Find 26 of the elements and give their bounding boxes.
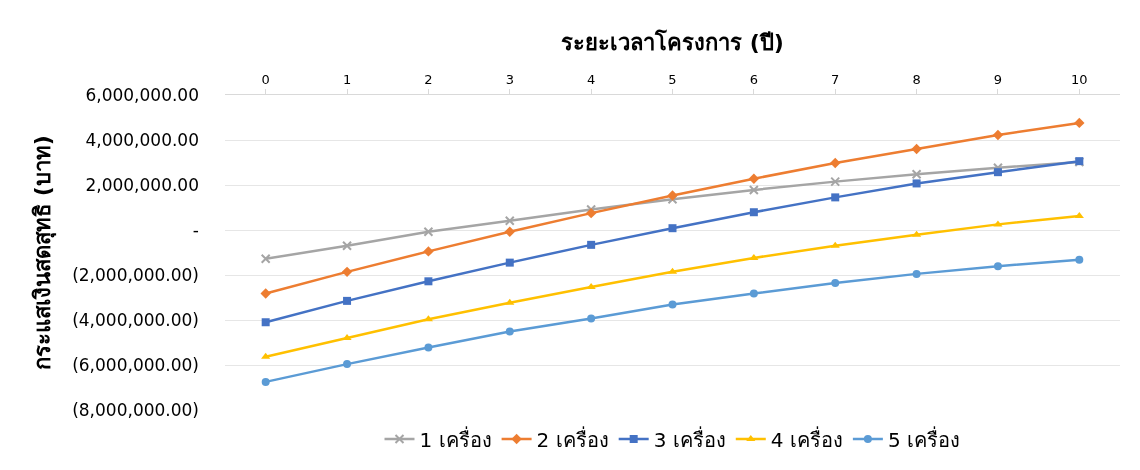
x-tick-label: 8 bbox=[912, 71, 921, 87]
legend-label: 4 เครื่อง bbox=[770, 425, 843, 452]
x-axis-title: ระยะเวลาโครงการ (ปี) bbox=[561, 28, 784, 55]
y-tick-label: (2,000,000.00) bbox=[72, 264, 199, 285]
y-tick-label: 6,000,000.00 bbox=[85, 84, 199, 105]
x-tick-label: 3 bbox=[505, 71, 514, 87]
x-tick-label: 10 bbox=[1071, 71, 1088, 87]
x-tick-label: 4 bbox=[587, 71, 596, 87]
legend-label: 3 เครื่อง bbox=[653, 425, 726, 452]
y-tick-label: - bbox=[192, 219, 199, 240]
y-tick-label: 4,000,000.00 bbox=[85, 129, 199, 150]
x-tick-label: 9 bbox=[993, 71, 1003, 87]
x-tick-label: 2 bbox=[424, 71, 433, 87]
legend-label: 2 เครื่อง bbox=[536, 425, 609, 452]
y-axis-title: กระแสเงินสดสุทธิ (บาท) bbox=[29, 135, 57, 370]
y-tick-label: (4,000,000.00) bbox=[72, 309, 199, 330]
legend-label: 1 เครื่อง bbox=[419, 425, 492, 452]
x-tick-label: 0 bbox=[261, 71, 270, 87]
y-tick-label: 2,000,000.00 bbox=[85, 174, 199, 195]
y-tick-label: (6,000,000.00) bbox=[72, 354, 199, 375]
x-tick-label: 5 bbox=[668, 71, 677, 87]
x-tick-label: 7 bbox=[831, 71, 840, 87]
x-tick-label: 1 bbox=[342, 71, 352, 87]
x-tick-label: 6 bbox=[749, 71, 758, 87]
legend-label: 5 เครื่อง bbox=[887, 425, 960, 452]
y-tick-label: (8,000,000.00) bbox=[72, 399, 199, 420]
